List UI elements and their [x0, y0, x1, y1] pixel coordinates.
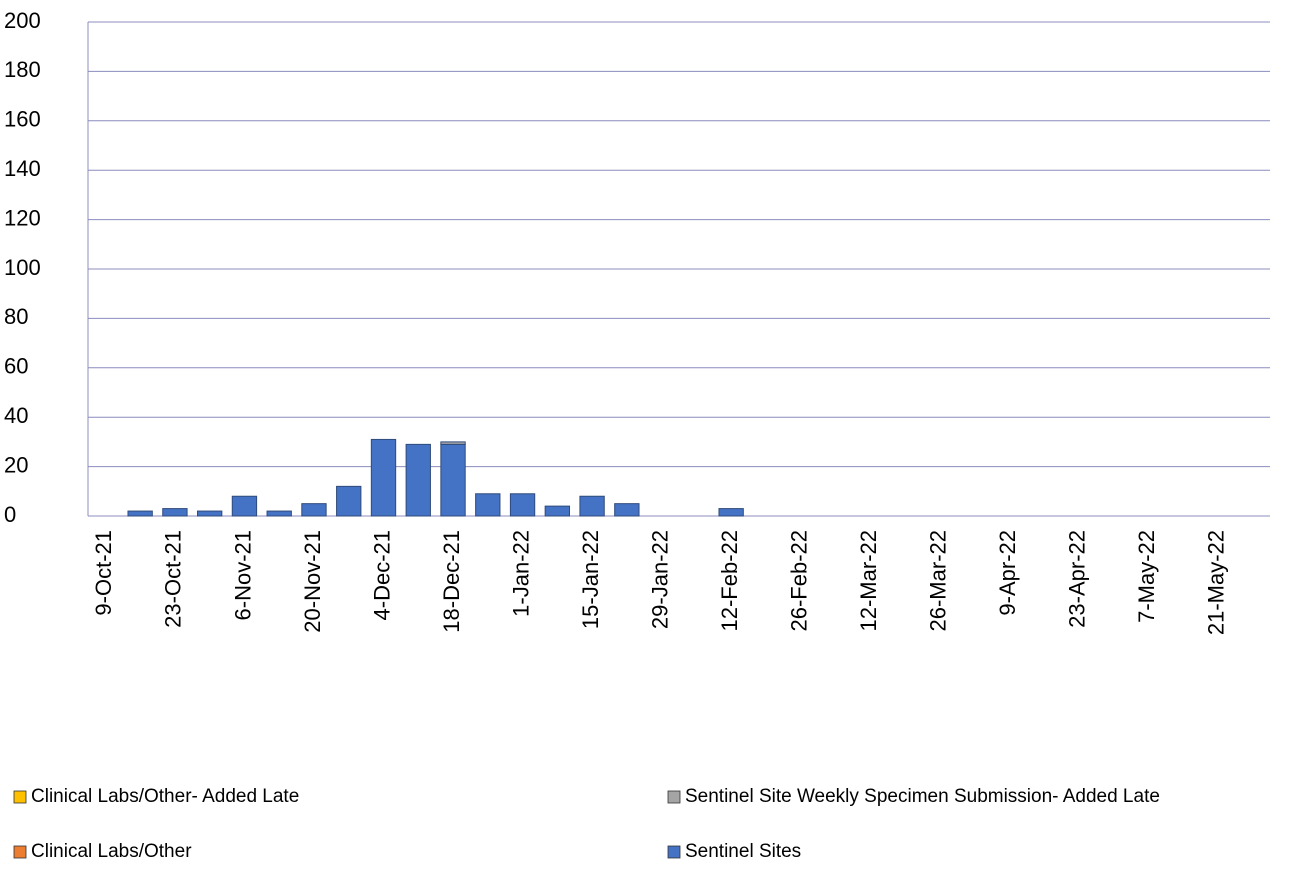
x-tick-label: 6-Nov-21 — [230, 530, 255, 620]
bar-segment — [301, 503, 327, 517]
bar-segment — [579, 495, 605, 517]
y-tick-label: 80 — [4, 304, 28, 329]
x-tick-label: 9-Apr-22 — [995, 530, 1020, 616]
x-tick-label: 9-Oct-21 — [91, 530, 116, 616]
y-tick-label: 160 — [4, 107, 41, 132]
bar-segment — [197, 510, 223, 517]
y-tick-label: 40 — [4, 403, 28, 428]
y-tick-label: 140 — [4, 156, 41, 181]
bar-segment — [370, 438, 397, 517]
y-tick-label: 100 — [4, 255, 41, 280]
bar-segment — [336, 485, 362, 517]
x-tick-label: 26-Mar-22 — [926, 530, 951, 631]
bar-segment — [162, 508, 188, 517]
bar-segment — [614, 503, 640, 517]
bar-segment — [266, 510, 292, 517]
y-tick-label: 120 — [4, 205, 41, 230]
y-tick-label: 0 — [4, 502, 16, 527]
legend-swatch — [13, 845, 27, 859]
y-tick-label: 20 — [4, 452, 28, 477]
bar-segment — [718, 508, 744, 517]
y-tick-label: 180 — [4, 57, 41, 82]
legend-swatch — [667, 790, 681, 804]
x-tick-label: 12-Feb-22 — [717, 530, 742, 632]
x-tick-label: 23-Oct-21 — [161, 530, 186, 628]
x-tick-label: 4-Dec-21 — [369, 530, 394, 620]
bar-segment — [440, 441, 466, 445]
x-tick-label: 15-Jan-22 — [578, 530, 603, 629]
x-tick-label: 12-Mar-22 — [856, 530, 881, 631]
y-tick-label: 60 — [4, 354, 28, 379]
bar-segment — [127, 510, 153, 517]
x-tick-label: 23-Apr-22 — [1065, 530, 1090, 628]
bar-segment — [231, 495, 258, 517]
bar-segment — [544, 505, 570, 517]
x-tick-label: 29-Jan-22 — [647, 530, 672, 629]
x-tick-label: 26-Feb-22 — [786, 530, 811, 632]
legend-label: Clinical Labs/Other- Added Late — [31, 786, 299, 807]
legend-swatch — [13, 790, 27, 804]
legend-label: Sentinel Site Weekly Specimen Submission… — [685, 786, 1160, 807]
bar-segment — [405, 443, 431, 517]
legend-label: Sentinel Sites — [685, 841, 801, 862]
bar-segment — [440, 443, 466, 517]
x-tick-label: 21-May-22 — [1204, 530, 1229, 635]
x-tick-label: 1-Jan-22 — [508, 530, 533, 617]
bar-segment — [475, 493, 501, 517]
bar-segment — [509, 493, 536, 517]
y-tick-label: 200 — [4, 8, 41, 33]
x-tick-label: 18-Dec-21 — [439, 530, 464, 633]
x-tick-label: 7-May-22 — [1134, 530, 1159, 623]
legend-label: Clinical Labs/Other — [31, 841, 192, 862]
legend-swatch — [667, 845, 681, 859]
x-tick-label: 20-Nov-21 — [300, 530, 325, 633]
